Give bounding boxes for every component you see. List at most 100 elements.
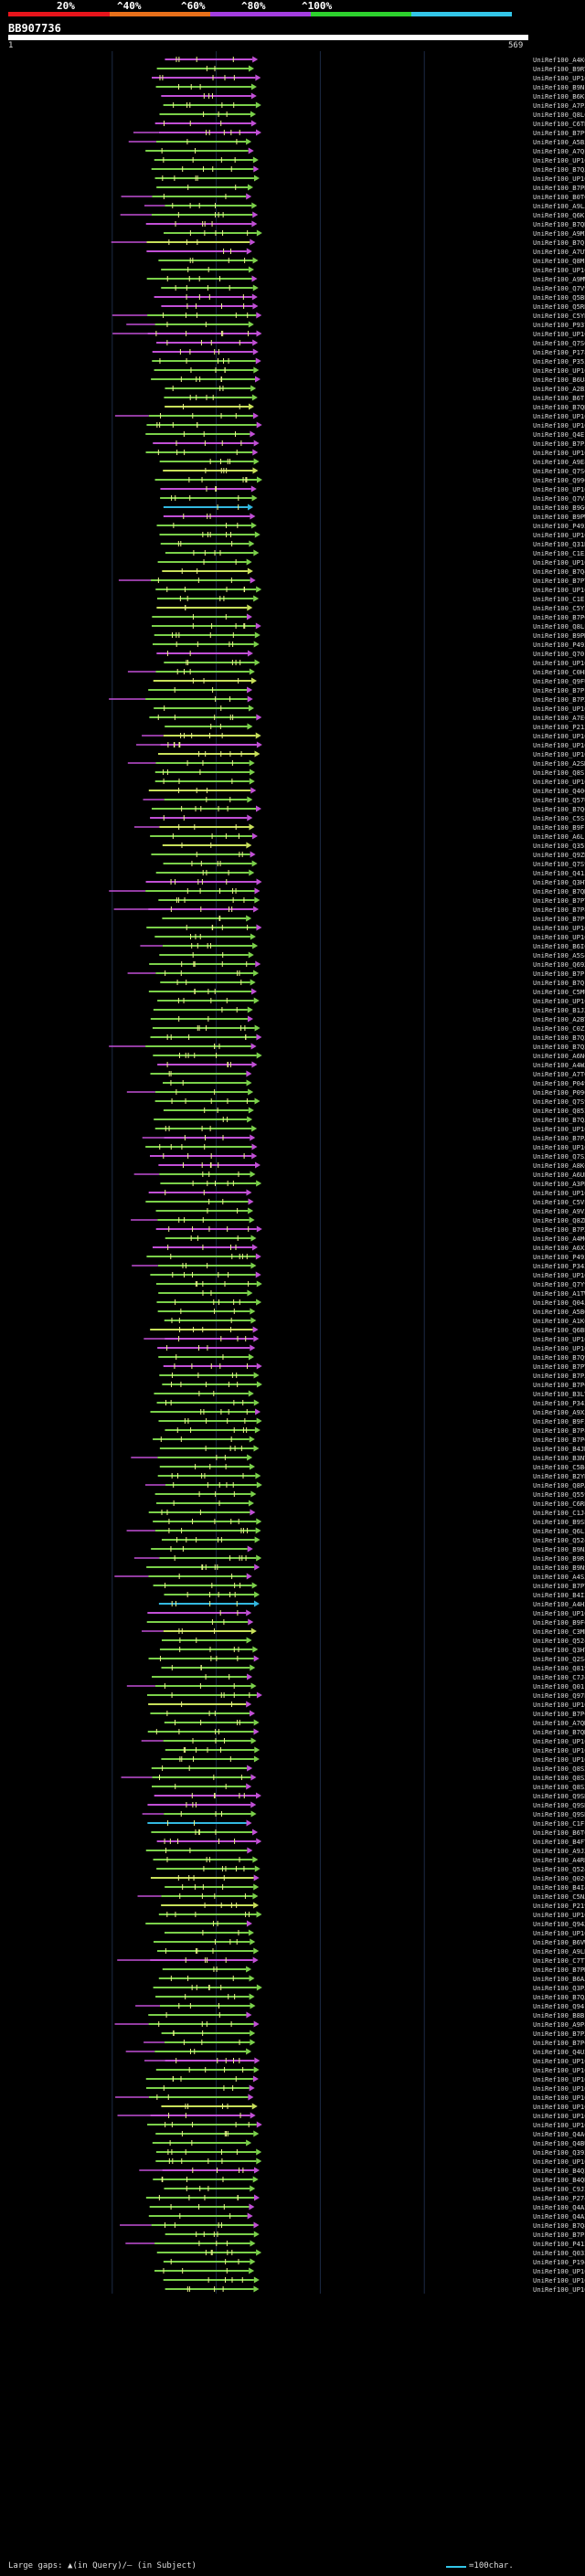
subject-label: UniRef100_B7Q1H7 bbox=[533, 979, 585, 987]
alignment-arrow bbox=[246, 842, 252, 849]
subject-label: UniRef100_UP1000.. bbox=[533, 74, 585, 82]
alignment-arrow bbox=[251, 1152, 258, 1160]
alignment-arrow bbox=[253, 1372, 260, 1379]
alignment-arrow bbox=[253, 175, 260, 182]
alignment-row: UniRef100_B7P8A5 bbox=[165, 1426, 585, 1435]
subject-label: UniRef100_UP1000.. bbox=[533, 175, 585, 183]
subject-label: UniRef100_Q6BB84 bbox=[533, 1326, 585, 1334]
alignment-row: UniRef100_Q35EN7 bbox=[162, 842, 585, 850]
alignment-arrow bbox=[251, 394, 258, 401]
subject-label: UniRef100_Q02049 bbox=[533, 1874, 585, 1882]
alignment-arrow bbox=[250, 522, 257, 529]
alignment-arrow bbox=[253, 595, 260, 602]
subject-label: UniRef100_UP1000.. bbox=[533, 1271, 585, 1279]
alignment-arrow bbox=[256, 2157, 262, 2165]
alignment-arrow bbox=[249, 540, 255, 547]
alignment-row: UniRef100_Q6BB84 bbox=[150, 1326, 585, 1334]
alignment-row: UniRef100_Q3HTK5 bbox=[159, 1646, 585, 1654]
subject-label: UniRef100_B7QMH8 bbox=[533, 887, 585, 896]
subject-label: UniRef100_B7QC44 bbox=[533, 805, 585, 813]
alignment-arrow bbox=[256, 1180, 262, 1187]
alignment-arrow bbox=[254, 2194, 261, 2201]
subject-label: UniRef100_A7QMB3 bbox=[533, 1719, 585, 1727]
subject-label: UniRef100_B7PE30 bbox=[533, 2231, 585, 2239]
subject-label: UniRef100_UP1000.. bbox=[533, 732, 585, 740]
subject-label: UniRef100_B9SBX0 bbox=[533, 1518, 585, 1526]
subject-label: UniRef100_UP1000.. bbox=[533, 531, 585, 539]
alignment-arrow bbox=[251, 2103, 258, 2110]
alignment-arrow bbox=[250, 577, 256, 584]
alignment-row: UniRef100_A7QPV6 bbox=[145, 147, 585, 155]
subject-label: UniRef100_UP1000.. bbox=[533, 1737, 585, 1745]
subject-label: UniRef100_B7P671 bbox=[533, 613, 585, 621]
subject-label: UniRef100_C6RRV1 bbox=[533, 1500, 585, 1508]
alignment-row: UniRef100_B8B139 bbox=[148, 2011, 585, 2019]
alignment-row: UniRef100_C7J4N7 bbox=[152, 1673, 585, 1681]
subject-label: UniRef100_Q9907D bbox=[533, 476, 585, 484]
alignment-arrow bbox=[252, 1646, 259, 1653]
subject-label: UniRef100_Q4A2D7 bbox=[533, 2203, 585, 2211]
alignment-row: UniRef100_B6KP10 bbox=[161, 92, 585, 101]
alignment-row: UniRef100_A4K6X6 bbox=[165, 56, 585, 64]
subject-label: UniRef100_A6X5X7 bbox=[533, 1244, 585, 1252]
subject-label: UniRef100_B7Q8P9 bbox=[533, 2221, 585, 2230]
alignment-row: UniRef100_B9RV72 bbox=[156, 65, 585, 73]
subject-label: UniRef100_UP1000.. bbox=[533, 2084, 585, 2093]
subject-label: UniRef100_UP1000.. bbox=[533, 2157, 585, 2166]
alignment-arrow bbox=[252, 56, 259, 63]
alignment-arrow bbox=[250, 2002, 256, 2009]
subject-label: UniRef100_B4I4D3 bbox=[533, 1883, 585, 1892]
alignment-row: UniRef100_Q52403 bbox=[156, 1865, 585, 1873]
subject-label: UniRef100_B9PME4 bbox=[533, 631, 585, 640]
alignment-row: UniRef100_B7P6U8 bbox=[162, 1381, 585, 1389]
alignment-row: UniRef100_A7QMB3 bbox=[164, 1719, 585, 1727]
subject-label: UniRef100_P27484 bbox=[533, 2194, 585, 2202]
alignment-row: UniRef100_Q9SRZ2 bbox=[154, 1792, 585, 1800]
subject-label: UniRef100_P21260 bbox=[533, 723, 585, 731]
alignment-arrow bbox=[256, 476, 262, 483]
alignment-arrow bbox=[252, 257, 259, 264]
subject-label: UniRef100_UP1000.. bbox=[533, 2276, 585, 2284]
alignment-arrow bbox=[256, 1362, 262, 1370]
scale-bar bbox=[446, 2566, 466, 2568]
subject-label: UniRef100_B7QJQ3 bbox=[533, 1993, 585, 2001]
subject-label: UniRef100_P09069 bbox=[533, 1088, 585, 1097]
alignment-arrow bbox=[248, 147, 254, 154]
alignment-row: UniRef100_A1TWH4 bbox=[158, 1289, 585, 1298]
alignment-arrow bbox=[253, 641, 260, 648]
subject-label: UniRef100_A4H3P3 bbox=[533, 1600, 585, 1608]
alignment-arrow bbox=[246, 1573, 252, 1580]
alignment-arrow bbox=[246, 1701, 252, 1708]
alignment-arrow bbox=[246, 1920, 252, 1927]
alignment-row: UniRef100_Q8ZMS2 bbox=[131, 1216, 585, 1224]
alignment-row: UniRef100_C6RRV1 bbox=[156, 1500, 585, 1508]
alignment-row: UniRef100_UP1000.. bbox=[164, 1929, 585, 1937]
alignment-row: UniRef100_A3PH60 bbox=[160, 1180, 585, 1188]
alignment-arrow bbox=[255, 732, 261, 739]
subject-label: UniRef100_B7Q4D8 bbox=[533, 567, 585, 576]
subject-label: UniRef100_B7P9J1 bbox=[533, 129, 585, 137]
subject-label: UniRef100_UP1000.. bbox=[533, 2066, 585, 2074]
alignment-row: UniRef100_UP1000.. bbox=[115, 2094, 585, 2102]
subject-label: UniRef100_B9F6W9 bbox=[533, 1618, 585, 1627]
subject-label: UniRef100_UP1000.. bbox=[533, 1189, 585, 1197]
alignment-arrow bbox=[252, 302, 259, 310]
alignment-row: UniRef100_A9E8L1 bbox=[159, 458, 585, 466]
query-id: BB907736 bbox=[8, 22, 61, 35]
subject-label: UniRef100_Q3HTK5 bbox=[533, 1646, 585, 1654]
legend-band-4 bbox=[311, 12, 411, 16]
subject-label: UniRef100_B7PY09 bbox=[533, 1582, 585, 1590]
legend-label-2: ^40% bbox=[117, 0, 142, 12]
alignment-arrow bbox=[253, 997, 260, 1004]
subject-label: UniRef100_UP1000.. bbox=[533, 2121, 585, 2129]
subject-label: UniRef100_Q8LPA7 bbox=[533, 622, 585, 631]
alignment-row: UniRef100_UP1000.. bbox=[147, 2121, 585, 2129]
alignment-row: UniRef100_A8KC19 bbox=[158, 1161, 585, 1170]
alignment-row: UniRef100_P49310 bbox=[156, 522, 585, 530]
alignment-row: UniRef100_P34308-2 bbox=[132, 1262, 585, 1270]
subject-label: UniRef100_Q7S9H9 bbox=[533, 860, 585, 868]
alignment-row: UniRef100_Q852P0 bbox=[163, 1107, 585, 1115]
query-ruler bbox=[8, 35, 528, 40]
alignment-arrow bbox=[256, 2121, 262, 2128]
subject-label: UniRef100_UP1000.. bbox=[533, 1929, 585, 1937]
